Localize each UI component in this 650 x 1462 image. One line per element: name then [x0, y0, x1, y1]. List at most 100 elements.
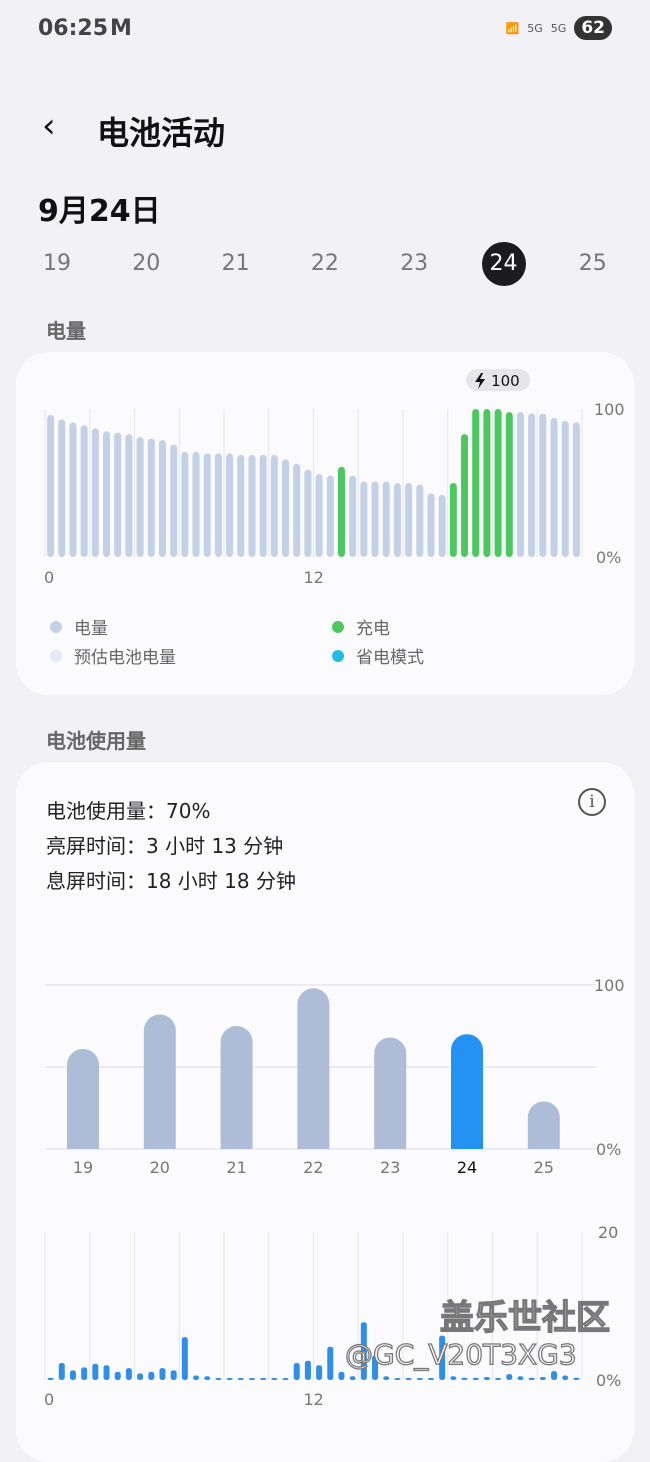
battery-bar — [360, 481, 368, 557]
battery-level-chart: 100 100 0% 0 12 — [44, 369, 625, 587]
hourly-usage-bar — [539, 1377, 546, 1380]
hourly-usage-bar — [58, 1362, 65, 1380]
battery-bar — [125, 434, 133, 557]
hourly-usage-bar — [427, 1378, 434, 1380]
back-chevron-icon[interactable]: ‹ — [42, 106, 56, 146]
tooltip-value: 100 — [491, 372, 520, 390]
battery-bar — [136, 437, 144, 557]
battery-usage-card: 电池使用量：70% 亮屏时间：3 小时 13 分钟 息屏时间：18 小时 18 … — [16, 762, 634, 1462]
charging-bar — [472, 409, 480, 557]
info-icon[interactable]: i — [578, 788, 606, 816]
battery-bar — [326, 475, 334, 557]
hourly-usage-bar — [293, 1362, 300, 1380]
battery-bar — [393, 483, 401, 557]
battery-section-title: 电量 — [46, 319, 86, 343]
x-tick: 24 — [457, 1158, 477, 1177]
day-usage-bar — [451, 1034, 483, 1149]
y-tick: 100 — [594, 976, 625, 995]
day-selector: 19 20 21 22 23 24 25 — [43, 242, 617, 286]
hourly-usage-bar — [304, 1360, 311, 1380]
hourly-usage-bar — [338, 1371, 345, 1380]
hourly-usage-bar — [483, 1377, 490, 1380]
battery-bar — [192, 451, 200, 557]
x-tick: 25 — [534, 1158, 554, 1177]
hourly-usage-bar — [405, 1378, 412, 1380]
hourly-usage-bar — [260, 1378, 267, 1380]
daily-usage-chart: 19 20 21 22 23 24 25 100 0% — [45, 976, 625, 1177]
hourly-usage-bar — [472, 1377, 479, 1380]
battery-bar — [293, 463, 301, 557]
day-22[interactable]: 22 — [310, 251, 339, 276]
hourly-usage-bar — [271, 1378, 278, 1380]
battery-bar — [181, 451, 189, 557]
selected-date: 9月24日 — [38, 194, 161, 229]
hourly-usage-bar — [450, 1376, 457, 1380]
battery-bar — [103, 431, 111, 557]
page-title: 电池活动 — [97, 114, 226, 152]
battery-bar — [438, 494, 446, 557]
x-tick: 21 — [226, 1158, 246, 1177]
hourly-usage-bar — [528, 1377, 535, 1380]
battery-bar — [427, 493, 435, 557]
battery-bar — [270, 454, 278, 557]
day-21[interactable]: 21 — [221, 251, 250, 276]
charging-bar — [494, 409, 502, 557]
battery-bar — [282, 459, 290, 557]
hourly-usage-bar — [506, 1374, 513, 1380]
battery-bar — [158, 440, 166, 557]
battery-bar — [382, 481, 390, 557]
battery-bar — [248, 454, 256, 557]
hourly-usage-bar — [193, 1375, 200, 1380]
day-usage-bar — [143, 1014, 176, 1149]
battery-bar — [572, 422, 580, 557]
hourly-usage-bar — [226, 1378, 233, 1380]
x-tick: 12 — [304, 568, 324, 587]
battery-bar — [170, 444, 178, 557]
hourly-usage-bar — [416, 1378, 423, 1380]
legend-dot — [332, 649, 344, 662]
day-25[interactable]: 25 — [578, 251, 607, 276]
hourly-usage-bar — [92, 1363, 99, 1380]
day-20[interactable]: 20 — [132, 251, 161, 276]
legend-battery: 电量 — [50, 614, 108, 639]
legend-dot — [50, 620, 62, 633]
battery-bar — [405, 483, 413, 557]
battery-bar — [416, 484, 424, 557]
legend-estimated: 预估电池电量 — [50, 643, 176, 668]
hourly-usage-bar — [349, 1376, 356, 1380]
screen-on-value: 3 小时 13 分钟 — [146, 834, 284, 858]
x-tick: 22 — [303, 1158, 323, 1177]
battery-bar — [349, 475, 357, 557]
day-19[interactable]: 19 — [43, 251, 71, 276]
day-23[interactable]: 23 — [400, 251, 429, 276]
day-usage-bar — [527, 1101, 560, 1149]
signal-5g-icon: 5G — [527, 21, 543, 35]
watermark-user: @GC_V20T3XG3 — [344, 1337, 577, 1371]
day-usage-bar — [67, 1048, 99, 1149]
legend-label: 省电模式 — [356, 648, 424, 668]
hourly-usage-bar — [372, 1355, 379, 1380]
battery-bar — [214, 453, 222, 557]
x-tick: 19 — [73, 1158, 93, 1177]
y-tick: 0% — [596, 1140, 621, 1159]
day-usage-bar — [220, 1026, 253, 1149]
battery-level: 62 — [574, 16, 612, 40]
legend-power-saving: 省电模式 — [332, 643, 424, 668]
hourly-usage-bar — [114, 1371, 121, 1380]
day-24[interactable]: 24 — [481, 242, 526, 286]
x-tick: 0 — [44, 568, 54, 587]
hourly-usage-bar — [69, 1370, 76, 1380]
gmail-notification-icon: M — [110, 16, 132, 41]
battery-bar — [528, 413, 536, 557]
battery-bar — [226, 453, 234, 557]
hourly-usage-bar — [159, 1368, 166, 1380]
battery-bar — [516, 411, 524, 557]
hourly-usage-bar — [316, 1365, 323, 1380]
status-time: 06:25 — [38, 16, 109, 41]
hourly-usage-bar — [439, 1335, 446, 1380]
battery-bar — [539, 413, 547, 557]
hourly-usage-bar — [215, 1378, 222, 1380]
hourly-usage-bar — [170, 1370, 177, 1380]
screen-on-label: 亮屏时间： — [46, 834, 146, 858]
battery-bar — [304, 469, 312, 557]
